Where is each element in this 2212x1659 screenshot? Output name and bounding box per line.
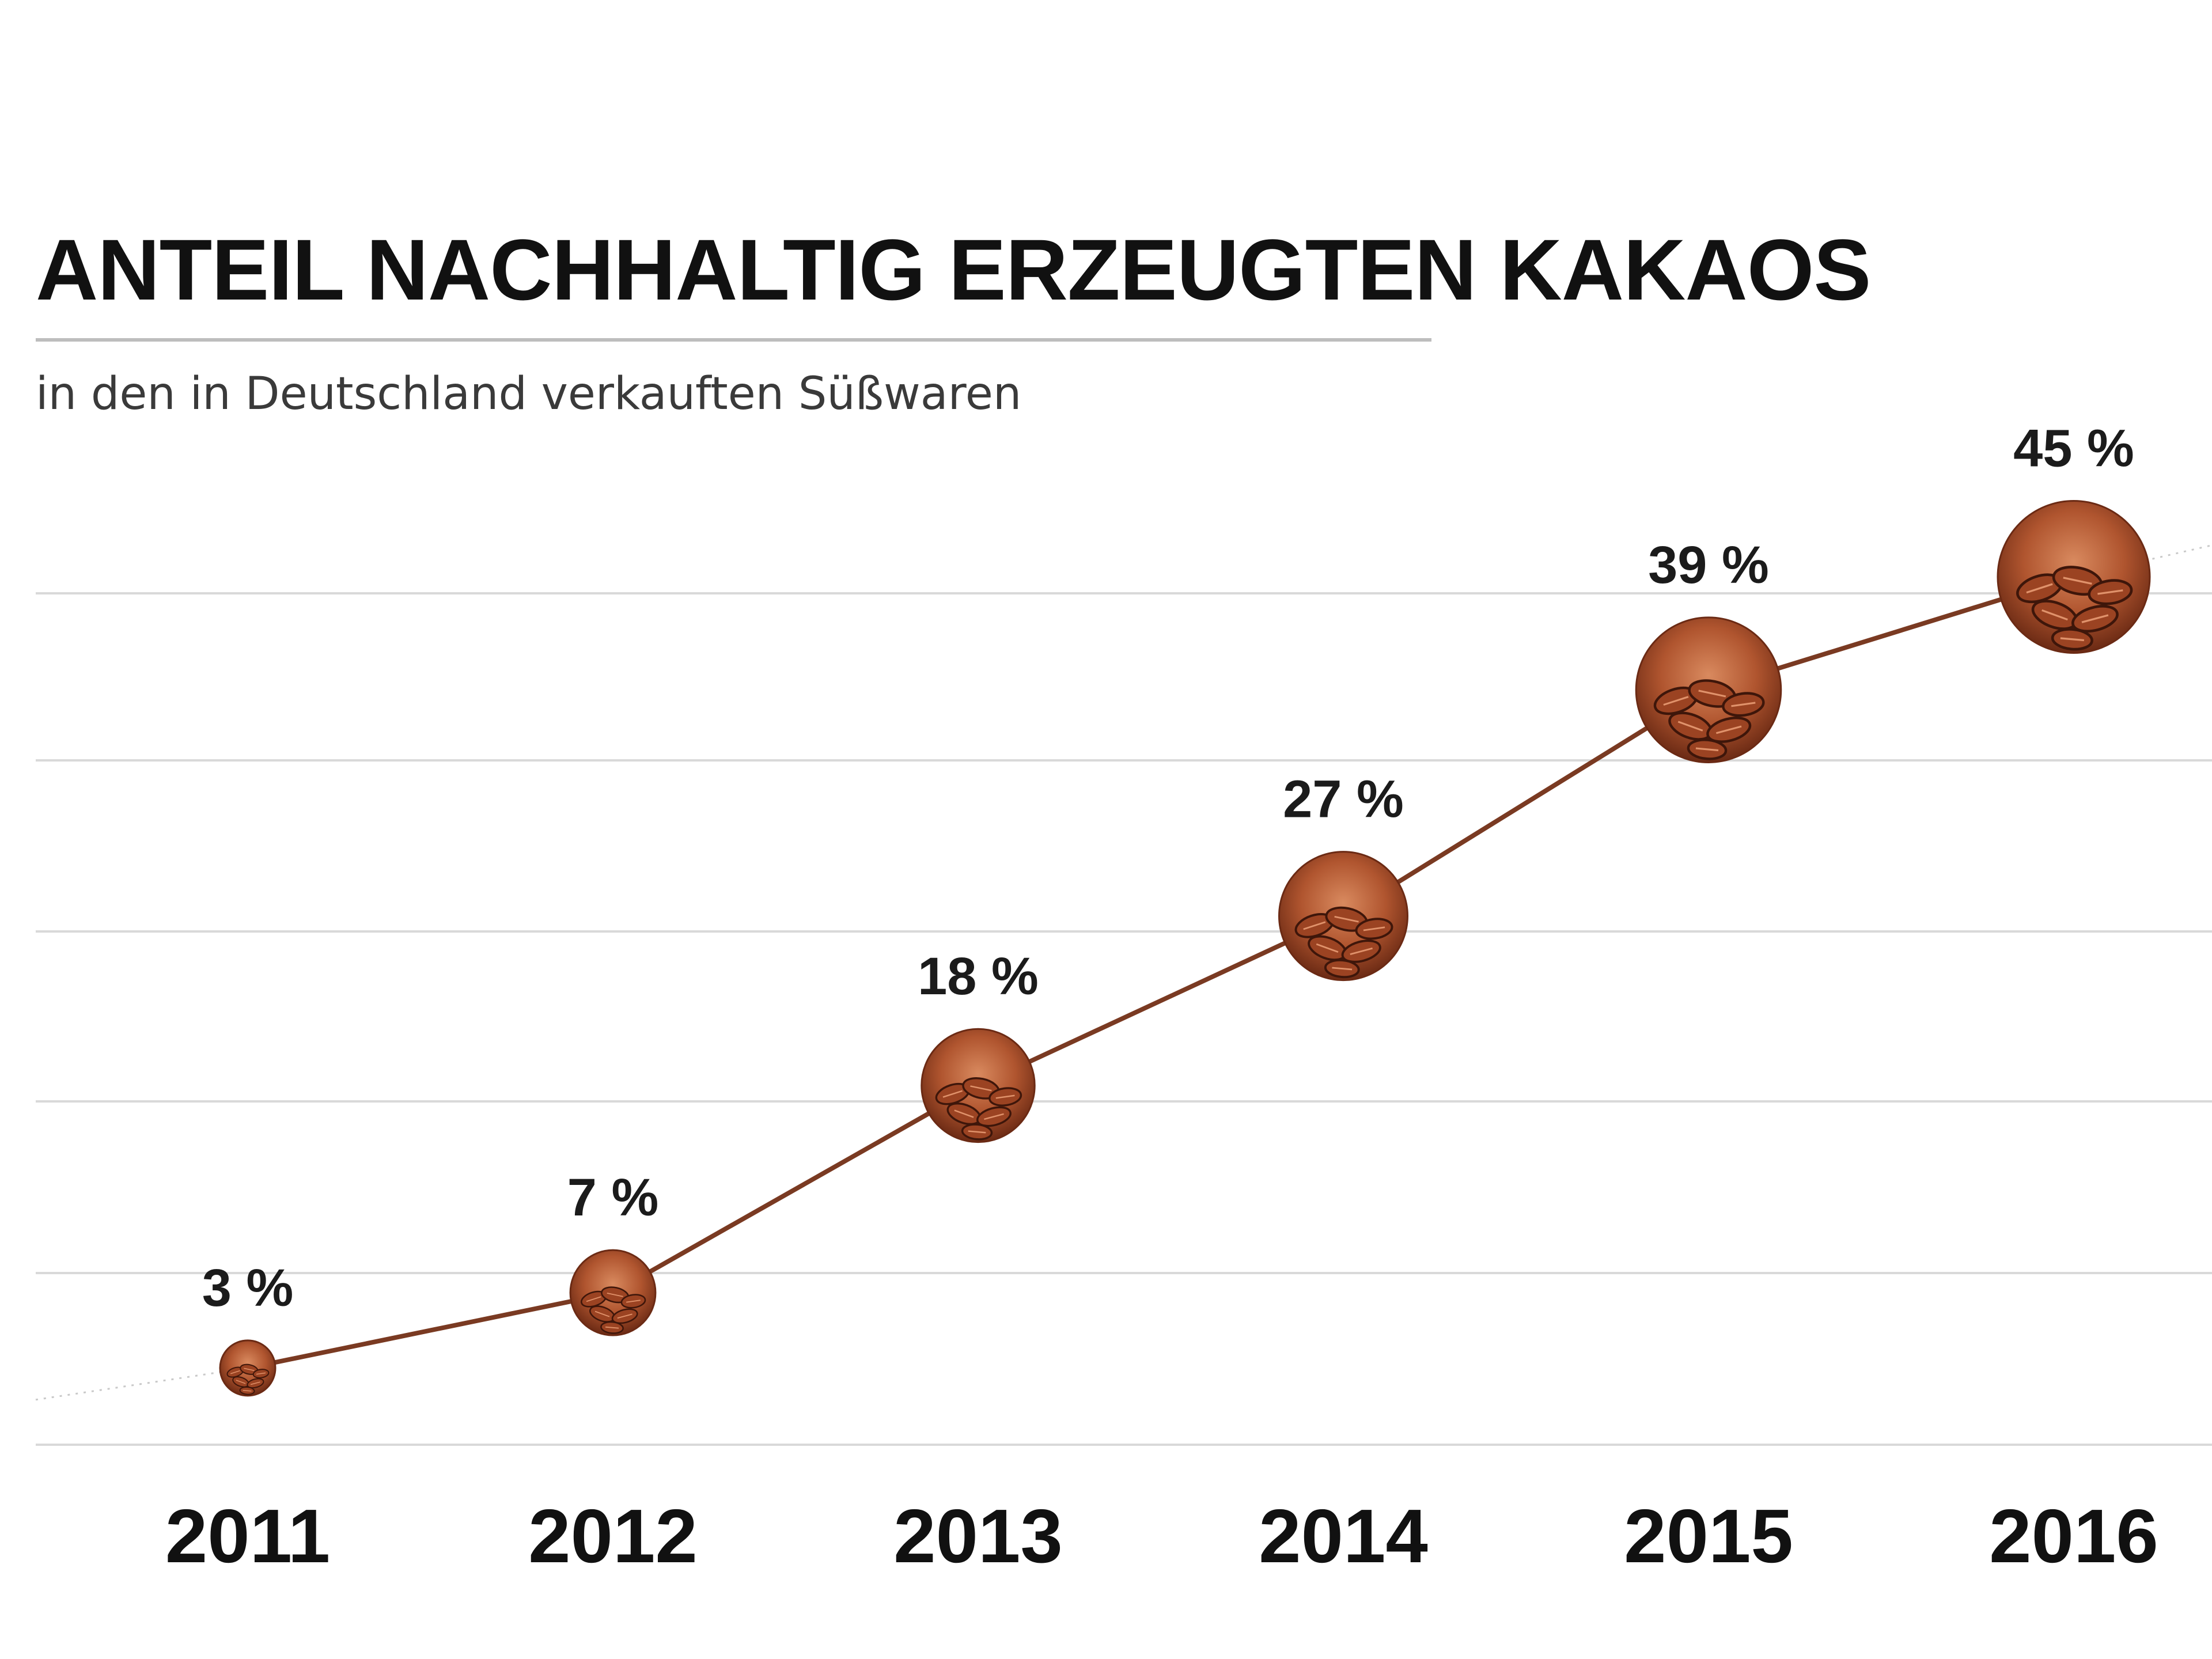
chart-subtitle: in den in Deutschland verkauften Süßware…: [36, 368, 1021, 420]
bean-highlight: [995, 1094, 1015, 1099]
bean-highlight: [1677, 721, 1703, 732]
bean-highlight: [942, 1090, 963, 1098]
bean-highlight: [236, 1380, 246, 1384]
bean-highlight: [626, 1300, 641, 1303]
data-label-2013: 18 %: [918, 947, 1039, 1006]
bean-highlight: [2041, 609, 2068, 621]
data-label-2011: 3 %: [202, 1259, 294, 1317]
x-tick-label-2013: 2013: [893, 1494, 1063, 1578]
bean-highlight: [250, 1381, 260, 1385]
trend-lines: [35, 544, 2212, 1401]
bean-highlight: [1363, 926, 1385, 931]
bean-highlight: [1334, 915, 1359, 923]
bean-highlight: [230, 1370, 240, 1374]
bean-highlight: [1715, 725, 1742, 734]
bean-highlight: [1332, 967, 1353, 971]
bean-highlight: [1303, 921, 1326, 930]
x-tick-label-2016: 2016: [1989, 1494, 2158, 1578]
data-label-2014: 27 %: [1283, 770, 1404, 829]
data-point-2014: [1278, 851, 1408, 982]
bean-highlight: [2026, 583, 2053, 594]
x-tick-label-2014: 2014: [1259, 1494, 1428, 1578]
series-polyline: [247, 574, 2075, 1370]
data-markers: [219, 500, 2151, 1397]
bean-highlight: [607, 1292, 623, 1297]
bean-highlight: [1663, 696, 1689, 706]
bean-highlight: [2060, 637, 2085, 642]
bean-highlight: [586, 1296, 601, 1302]
data-label-2012: 7 %: [567, 1168, 659, 1227]
data-point-2013: [921, 1028, 1036, 1143]
data-label-2015: 39 %: [1648, 536, 1769, 594]
bean-highlight: [594, 1310, 610, 1317]
bean-highlight: [954, 1109, 974, 1118]
bean-highlight: [1698, 690, 1726, 698]
bean-highlight: [1350, 947, 1373, 955]
bean-highlight: [984, 1113, 1004, 1120]
x-axis-labels: 2011 2012 2013 2014 2015 2016: [165, 1494, 2158, 1578]
series-line: [247, 574, 2075, 1370]
x-tick-label-2011: 2011: [165, 1494, 330, 1578]
chart-title: ANTEIL NACHHALTIG ERZEUGTEN KAKAOS: [36, 221, 1870, 318]
bean-highlight: [605, 1326, 619, 1329]
data-label-2016: 45 %: [2013, 419, 2134, 478]
data-point-2016: [1997, 500, 2151, 654]
data-labels: 3 % 7 % 18 % 27 % 39 % 45 %: [202, 419, 2134, 1317]
data-point-2011: [219, 1339, 276, 1397]
bean-highlight: [968, 1130, 986, 1134]
x-tick-label-2012: 2012: [528, 1494, 698, 1578]
bean-highlight: [1316, 943, 1339, 953]
bean-highlight: [617, 1313, 632, 1319]
data-point-2012: [569, 1249, 657, 1336]
bean-highlight: [2081, 614, 2109, 623]
x-tick-label-2015: 2015: [1624, 1494, 1793, 1578]
grid-lines: [36, 592, 2212, 1446]
data-point-2015: [1635, 616, 1782, 763]
bean-highlight: [256, 1372, 266, 1375]
bean-highlight: [1695, 747, 1719, 752]
bean-highlight: [970, 1085, 992, 1092]
bean-highlight: [2063, 577, 2092, 585]
bean-highlight: [2097, 589, 2123, 595]
bean-highlight: [244, 1368, 255, 1371]
bean-highlight: [1731, 702, 1756, 707]
trend-line-left: [35, 1367, 248, 1401]
